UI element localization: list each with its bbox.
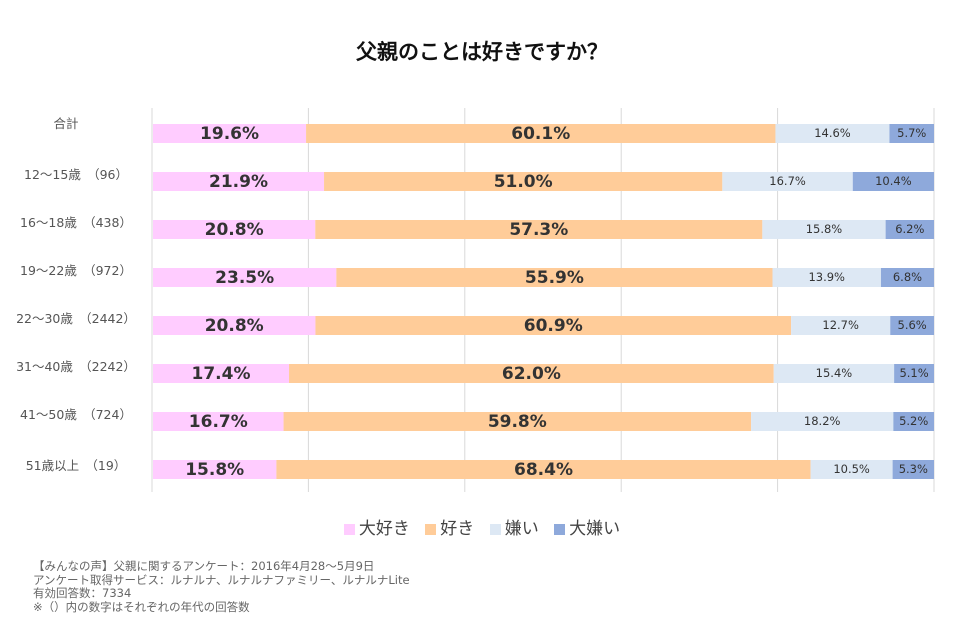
data-label: 5.2%	[899, 414, 928, 428]
data-label: 19.6%	[200, 124, 259, 144]
bar-segment	[315, 220, 763, 239]
bar-segment	[153, 220, 316, 239]
bar-segment	[324, 172, 723, 191]
bar-segment	[153, 268, 337, 287]
data-label: 15.8%	[806, 222, 843, 236]
data-label: 60.9%	[524, 316, 583, 336]
footer-line: ※（）内の数字はそれぞれの年代の回答数	[33, 599, 250, 614]
bar-segment	[889, 124, 934, 143]
bar-segment	[791, 316, 891, 335]
data-label: 15.4%	[816, 366, 853, 380]
bar-segment	[892, 460, 934, 479]
data-label: 23.5%	[215, 268, 274, 288]
bar-segment	[722, 172, 853, 191]
bar-segment	[893, 412, 934, 431]
data-label: 60.1%	[511, 124, 570, 144]
bar-segment	[762, 220, 886, 239]
data-label: 17.4%	[192, 364, 251, 384]
category-label: 19～22歳 （972）	[20, 263, 132, 278]
data-label: 55.9%	[525, 268, 584, 288]
footer-line: アンケート取得サービス：ルナルナ、ルナルナファミリー、ルナルナLite	[33, 572, 410, 587]
legend-swatch	[343, 523, 355, 535]
data-label: 13.9%	[808, 270, 845, 284]
bar-segment	[773, 364, 895, 383]
bar-segment	[153, 172, 325, 191]
data-label: 5.1%	[899, 366, 928, 380]
data-label: 15.8%	[185, 460, 244, 480]
data-label: 10.5%	[833, 462, 870, 476]
data-label: 51.0%	[494, 172, 553, 192]
legend-swatch	[554, 523, 566, 535]
data-label: 6.8%	[893, 270, 922, 284]
category-label: 12～15歳 （96）	[24, 167, 128, 182]
bar-segment	[306, 124, 776, 143]
legend-item: 大好き	[343, 519, 410, 539]
legend-label: 大嫌い	[569, 519, 621, 539]
bar-segment	[153, 364, 290, 383]
data-label: 20.8%	[205, 316, 264, 336]
bar-segment	[894, 364, 934, 383]
data-label: 20.8%	[205, 220, 264, 240]
legend-swatch	[425, 523, 437, 535]
data-label: 6.2%	[895, 222, 924, 236]
bar-segment	[751, 412, 894, 431]
data-label: 14.6%	[814, 126, 851, 140]
data-label: 16.7%	[769, 174, 806, 188]
bar-segment	[315, 316, 792, 335]
category-label: 51歳以上 （19）	[26, 458, 127, 473]
chart-title: 父親のことは好きですか？	[356, 40, 608, 64]
bar-segment	[283, 412, 752, 431]
data-label: 5.7%	[897, 126, 926, 140]
legend-label: 嫌い	[504, 519, 539, 539]
bar-segment	[880, 268, 934, 287]
bar-segment	[336, 268, 773, 287]
legend-swatch	[489, 523, 501, 535]
legend-item: 嫌い	[489, 519, 539, 539]
bar-segment	[153, 316, 316, 335]
bar-segment	[775, 124, 890, 143]
legend-item: 好き	[425, 519, 474, 539]
bar-segment	[885, 220, 934, 239]
data-label: 5.3%	[899, 462, 928, 476]
data-label: 62.0%	[502, 364, 561, 384]
data-label: 18.2%	[804, 414, 841, 428]
data-label: 12.7%	[822, 318, 859, 332]
category-label: 合計	[53, 116, 78, 131]
bar-segment	[153, 412, 284, 431]
footer-notes: 【みんなの声】父親に関するアンケート：2016年4月28～5月9日 アンケート取…	[33, 559, 410, 614]
data-label: 57.3%	[509, 220, 568, 240]
category-label: 16～18歳 （438）	[20, 215, 132, 230]
legend-item: 大嫌い	[554, 519, 620, 539]
bar-segment	[852, 172, 934, 191]
footer-line: 【みんなの声】父親に関するアンケート：2016年4月28～5月9日	[33, 559, 375, 573]
bar-segment	[289, 364, 774, 383]
footer-line: 有効回答数：7334	[33, 586, 132, 600]
data-label: 21.9%	[209, 172, 268, 192]
data-label: 59.8%	[488, 412, 547, 432]
bar-segment	[890, 316, 934, 335]
data-label: 10.4%	[875, 174, 912, 188]
data-label: 16.7%	[189, 412, 248, 432]
category-label: 41～50歳 （724）	[20, 407, 132, 422]
category-label: 31～40歳 （2242）	[16, 359, 136, 374]
legend-label: 大好き	[358, 519, 410, 539]
bar-segment	[772, 268, 881, 287]
bar-segment	[810, 460, 893, 479]
bar-segment	[276, 460, 811, 479]
data-label: 5.6%	[898, 318, 927, 332]
category-label: 22～30歳 （2442）	[16, 311, 136, 326]
legend-label: 好き	[440, 519, 475, 539]
data-label: 68.4%	[514, 460, 573, 480]
bar-segment	[153, 124, 307, 143]
legend: 大好き 好き 嫌い 大嫌い	[0, 514, 964, 539]
bar-segment	[153, 460, 277, 479]
